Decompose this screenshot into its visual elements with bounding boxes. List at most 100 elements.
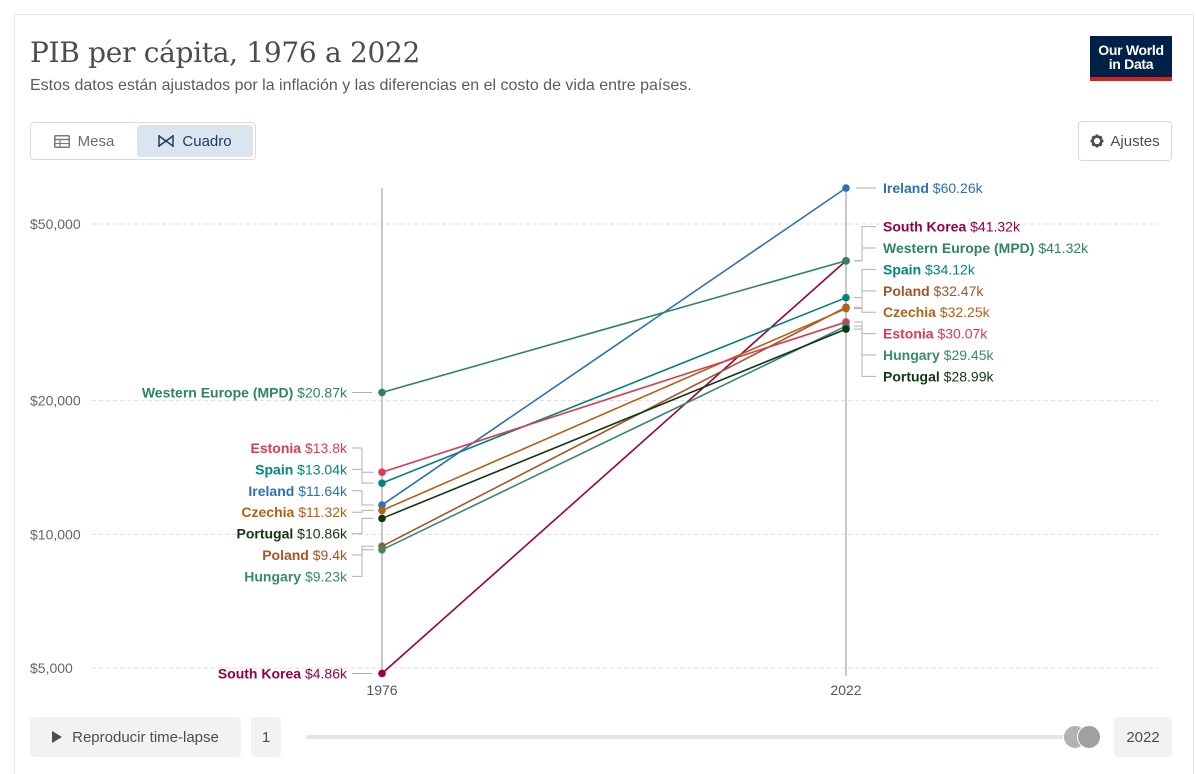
tab-table-label: Mesa: [77, 132, 115, 150]
label-connector: [854, 308, 876, 313]
series-line: [381, 307, 847, 512]
series-value-text: $29.45k: [940, 347, 995, 363]
data-point: [378, 545, 386, 554]
series-value-label: Ireland $60.26k: [883, 180, 984, 196]
y-tick-label: $5,000: [30, 660, 73, 676]
data-point: [842, 325, 850, 333]
series-value-label: Western Europe (MPD) $41.32k: [883, 240, 1089, 256]
tab-chart-label: Cuadro: [182, 132, 232, 150]
data-point: [378, 479, 386, 487]
series-name-label: Estonia: [883, 326, 934, 342]
data-point: [842, 293, 850, 302]
series-value-label: Spain $34.12k: [883, 261, 976, 277]
settings-label: Ajustes: [1110, 132, 1160, 150]
series-value-text: $34.12k: [921, 261, 976, 277]
chart-frame: [14, 14, 1194, 774]
data-point: [842, 304, 850, 313]
label-connector: [352, 468, 374, 484]
series-value-label: Spain $13.04k: [255, 461, 348, 477]
series-value-text: $28.99k: [940, 368, 995, 384]
x-tick-label: 1976: [366, 682, 397, 698]
label-connector: [854, 268, 876, 299]
series-line: [381, 260, 847, 675]
settings-button[interactable]: Ajustes: [1078, 121, 1172, 161]
label-connector: [854, 290, 876, 308]
data-point: [378, 514, 386, 523]
chart-title: PIB per cápita, 1976 a 2022: [30, 36, 421, 69]
series-value-text: $30.07k: [934, 326, 989, 342]
owid-logo[interactable]: Our World in Data: [1090, 36, 1172, 81]
label-connector: [352, 517, 374, 535]
series-value-text: $32.25k: [936, 304, 991, 320]
label-connector: [854, 226, 876, 262]
timeline-slider-track[interactable]: [306, 735, 1090, 739]
chart-subtitle: Estos datos están ajustados por la infla…: [30, 77, 692, 94]
label-connector: [854, 247, 876, 262]
series-value-text: $11.32k: [294, 504, 348, 520]
timeline-start-year[interactable]: 1: [251, 717, 281, 757]
series-line: [381, 328, 847, 520]
series-value-text: $20.87k: [293, 384, 348, 400]
series-name-label: Ireland: [248, 483, 294, 499]
series-name-label: South Korea: [218, 665, 301, 681]
series-name-label: Poland: [262, 547, 309, 563]
series-value-label: Hungary $9.23k: [244, 568, 348, 584]
timeline-end-handle[interactable]: [1077, 725, 1101, 749]
timeline-end-year[interactable]: 2022: [1114, 717, 1172, 757]
label-connector: [352, 509, 374, 513]
y-tick-label: $20,000: [30, 393, 81, 409]
data-point: [378, 468, 386, 477]
series-value-label: Portugal $28.99k: [883, 368, 994, 384]
series-value-label: Poland $9.4k: [262, 547, 348, 563]
series-value-label: Czechia $32.25k: [883, 304, 991, 320]
series-value-text: $4.86k: [301, 665, 348, 681]
series-name-label: Spain: [255, 461, 293, 477]
series-name-label: Spain: [883, 261, 921, 277]
series-value-label: Czechia $11.32k: [241, 504, 348, 520]
tab-table[interactable]: Mesa: [33, 125, 135, 157]
series-value-label: Estonia $30.07k: [883, 326, 988, 342]
series-value-label: Hungary $29.45k: [883, 347, 995, 363]
label-connector: [352, 490, 374, 506]
series-name-label: Western Europe (MPD): [142, 384, 293, 400]
y-tick-label: $10,000: [30, 526, 81, 542]
series-value-label: Ireland $11.64k: [248, 483, 348, 499]
series-value-text: $41.32k: [1034, 240, 1089, 256]
series-value-text: $11.64k: [294, 483, 348, 499]
series-value-text: $41.32k: [966, 219, 1021, 235]
data-point: [842, 184, 850, 192]
series-line: [381, 306, 847, 547]
series-line: [381, 259, 847, 394]
series-value-text: $13.04k: [293, 461, 348, 477]
label-connector: [854, 328, 876, 377]
data-point: [378, 506, 386, 515]
data-point: [378, 501, 386, 509]
play-timelapse-button[interactable]: Reproducir time-lapse: [30, 717, 241, 757]
logo-line-1: Our World: [1098, 41, 1164, 58]
series-name-label: Czechia: [883, 304, 936, 320]
series-name-label: Estonia: [250, 440, 301, 456]
series-name-label: Czechia: [241, 504, 294, 520]
label-connector: [352, 447, 374, 473]
gear-icon: [1090, 134, 1104, 148]
series-name-label: Western Europe (MPD): [883, 240, 1034, 256]
series-value-text: $10.86k: [293, 526, 348, 542]
table-icon: [53, 134, 70, 148]
tab-chart[interactable]: Cuadro: [137, 125, 253, 157]
series-line: [381, 296, 847, 484]
series-value-text: $9.4k: [309, 547, 348, 563]
series-value-text: $13.8k: [301, 440, 348, 456]
data-point: [378, 388, 386, 397]
series-value-label: South Korea $4.86k: [218, 665, 348, 681]
series-value-text: $60.26k: [929, 180, 984, 196]
series-value-label: Western Europe (MPD) $20.87k: [142, 384, 348, 400]
series-name-label: Portugal: [237, 526, 294, 542]
series-value-text: $9.23k: [301, 568, 348, 584]
series-name-label: Poland: [883, 283, 930, 299]
series-name-label: Hungary: [883, 347, 940, 363]
data-point: [378, 669, 386, 678]
data-point: [842, 256, 850, 265]
series-name-label: Hungary: [244, 568, 301, 584]
label-connector: [352, 549, 374, 577]
series-value-label: Estonia $13.8k: [250, 440, 348, 456]
